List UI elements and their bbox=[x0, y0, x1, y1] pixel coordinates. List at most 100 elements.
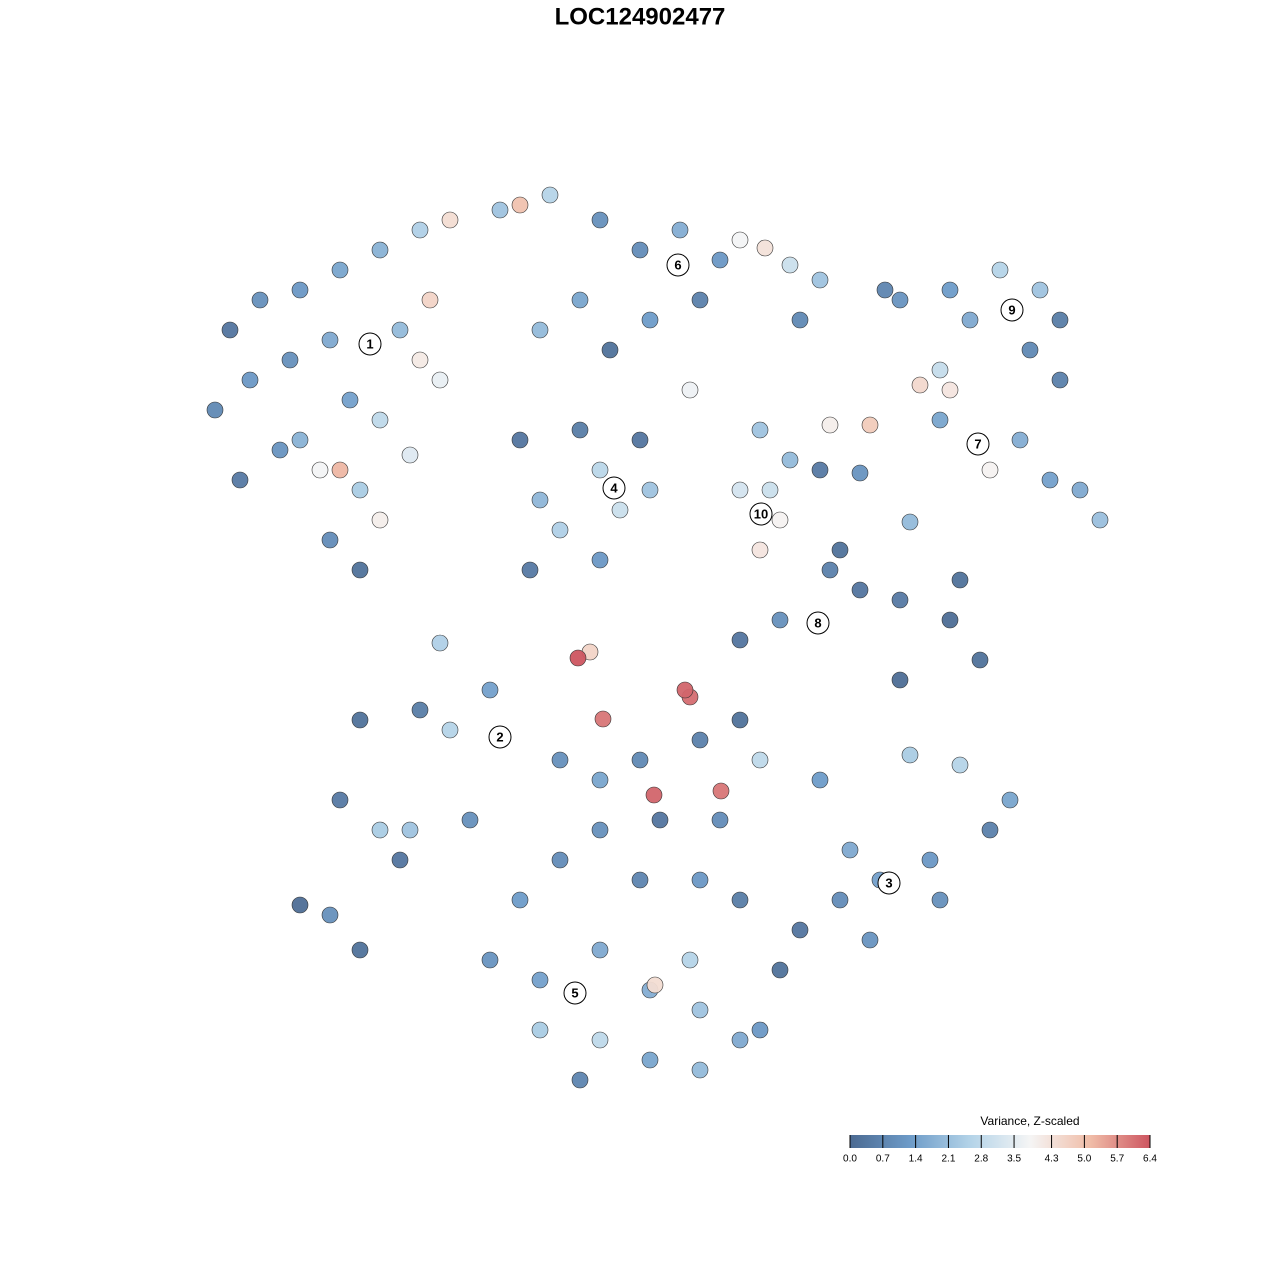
point bbox=[591, 211, 609, 229]
point bbox=[756, 239, 774, 257]
point bbox=[841, 841, 859, 859]
point bbox=[831, 891, 849, 909]
point bbox=[791, 921, 809, 939]
point bbox=[351, 561, 369, 579]
point bbox=[731, 231, 749, 249]
point bbox=[411, 221, 429, 239]
point bbox=[691, 1061, 709, 1079]
point bbox=[891, 671, 909, 689]
point bbox=[441, 721, 459, 739]
point bbox=[751, 1021, 769, 1039]
point bbox=[391, 851, 409, 869]
point bbox=[594, 710, 612, 728]
cluster-label: 4 bbox=[610, 480, 618, 495]
point bbox=[271, 441, 289, 459]
point bbox=[591, 461, 609, 479]
point bbox=[631, 241, 649, 259]
point bbox=[291, 281, 309, 299]
point bbox=[531, 321, 549, 339]
point bbox=[311, 461, 329, 479]
point bbox=[431, 371, 449, 389]
point bbox=[641, 1051, 659, 1069]
point bbox=[511, 196, 529, 214]
point bbox=[631, 871, 649, 889]
point bbox=[241, 371, 259, 389]
point bbox=[951, 571, 969, 589]
point bbox=[811, 771, 829, 789]
point bbox=[331, 461, 349, 479]
colorbar-tick-label: 3.5 bbox=[1007, 1154, 1021, 1165]
point bbox=[691, 731, 709, 749]
point bbox=[1021, 341, 1039, 359]
point bbox=[541, 186, 559, 204]
point bbox=[941, 381, 959, 399]
point bbox=[751, 541, 769, 559]
point bbox=[646, 976, 664, 994]
point bbox=[931, 411, 949, 429]
point bbox=[951, 756, 969, 774]
point bbox=[971, 651, 989, 669]
colorbar-tick-label: 5.0 bbox=[1077, 1154, 1091, 1165]
point bbox=[531, 1021, 549, 1039]
point bbox=[1071, 481, 1089, 499]
point bbox=[531, 971, 549, 989]
point bbox=[691, 871, 709, 889]
point bbox=[641, 311, 659, 329]
point bbox=[1051, 311, 1069, 329]
point bbox=[481, 951, 499, 969]
point bbox=[901, 513, 919, 531]
point bbox=[831, 541, 849, 559]
cluster-marker bbox=[602, 476, 626, 500]
point bbox=[351, 711, 369, 729]
colorbar: Variance, Z-scaled 0.0 0.7 1.4 2.1 2.8 3.5 4.3 5… bbox=[843, 1114, 1157, 1164]
point bbox=[371, 511, 389, 529]
point bbox=[1091, 511, 1109, 529]
point bbox=[781, 451, 799, 469]
point bbox=[851, 581, 869, 599]
cluster-labels: 1 6 9 7 4 10 8 2 3 5 bbox=[358, 253, 1024, 1005]
point bbox=[571, 421, 589, 439]
point bbox=[491, 201, 509, 219]
point bbox=[791, 311, 809, 329]
cluster-marker bbox=[966, 432, 990, 456]
colorbar-tick-label: 0.7 bbox=[876, 1154, 890, 1165]
point bbox=[591, 551, 609, 569]
point bbox=[591, 1031, 609, 1049]
point bbox=[981, 461, 999, 479]
colorbar-tick-label: 5.7 bbox=[1110, 1154, 1124, 1165]
point bbox=[591, 941, 609, 959]
cluster-marker bbox=[488, 725, 512, 749]
point bbox=[591, 771, 609, 789]
point bbox=[676, 681, 694, 699]
cluster-marker bbox=[749, 502, 773, 526]
point bbox=[891, 291, 909, 309]
point bbox=[321, 906, 339, 924]
point bbox=[811, 271, 829, 289]
point bbox=[901, 746, 919, 764]
point bbox=[911, 376, 929, 394]
point bbox=[461, 811, 479, 829]
point bbox=[931, 361, 949, 379]
point bbox=[231, 471, 249, 489]
point bbox=[991, 261, 1009, 279]
point bbox=[711, 251, 729, 269]
cluster-marker bbox=[806, 611, 830, 635]
colorbar-tick-label: 6.4 bbox=[1143, 1154, 1157, 1165]
cluster-marker bbox=[358, 332, 382, 356]
point bbox=[681, 381, 699, 399]
point bbox=[921, 851, 939, 869]
point bbox=[731, 631, 749, 649]
point bbox=[431, 634, 449, 652]
point bbox=[781, 256, 799, 274]
point bbox=[351, 941, 369, 959]
point bbox=[941, 611, 959, 629]
point bbox=[731, 711, 749, 729]
point bbox=[531, 491, 549, 509]
point bbox=[341, 391, 359, 409]
point bbox=[645, 786, 663, 804]
point bbox=[351, 481, 369, 499]
point bbox=[1051, 371, 1069, 389]
colorbar-tick-label: 4.3 bbox=[1045, 1154, 1059, 1165]
cluster-label: 5 bbox=[571, 985, 578, 1000]
point bbox=[591, 821, 609, 839]
